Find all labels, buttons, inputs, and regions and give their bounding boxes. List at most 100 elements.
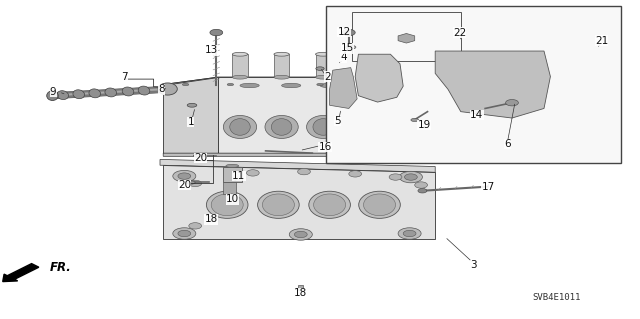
- Ellipse shape: [360, 83, 380, 88]
- Ellipse shape: [320, 83, 339, 88]
- Ellipse shape: [186, 181, 196, 184]
- Text: 16: 16: [319, 142, 332, 152]
- Ellipse shape: [105, 88, 116, 97]
- Ellipse shape: [211, 194, 243, 216]
- Text: 7: 7: [122, 71, 128, 82]
- Bar: [209, 216, 214, 221]
- Ellipse shape: [230, 119, 250, 135]
- Ellipse shape: [316, 52, 331, 56]
- Ellipse shape: [223, 115, 257, 138]
- Polygon shape: [435, 51, 550, 118]
- Ellipse shape: [47, 91, 58, 100]
- Text: 11: 11: [232, 171, 245, 181]
- Ellipse shape: [271, 119, 292, 135]
- Ellipse shape: [408, 139, 424, 144]
- Circle shape: [246, 170, 259, 176]
- Circle shape: [342, 29, 355, 36]
- Ellipse shape: [313, 119, 333, 135]
- Ellipse shape: [308, 191, 351, 219]
- Text: 4: 4: [340, 52, 347, 63]
- Polygon shape: [163, 165, 435, 239]
- Ellipse shape: [354, 52, 369, 56]
- Ellipse shape: [89, 89, 100, 98]
- Circle shape: [403, 230, 416, 237]
- Ellipse shape: [262, 194, 294, 216]
- Circle shape: [173, 170, 196, 182]
- Polygon shape: [355, 54, 403, 102]
- Polygon shape: [163, 153, 435, 163]
- Polygon shape: [274, 54, 289, 77]
- Circle shape: [210, 29, 223, 36]
- Circle shape: [178, 230, 191, 237]
- Circle shape: [404, 174, 417, 180]
- Polygon shape: [160, 160, 435, 172]
- Circle shape: [298, 168, 310, 175]
- Ellipse shape: [346, 45, 356, 49]
- Ellipse shape: [282, 83, 301, 88]
- Text: 20: 20: [178, 180, 191, 190]
- Text: 5: 5: [335, 116, 341, 126]
- Ellipse shape: [187, 103, 197, 107]
- Ellipse shape: [265, 115, 298, 138]
- Polygon shape: [163, 77, 435, 92]
- Ellipse shape: [345, 115, 378, 138]
- Text: 15: 15: [341, 43, 354, 54]
- Ellipse shape: [240, 83, 259, 88]
- Text: 21: 21: [595, 35, 608, 46]
- Ellipse shape: [316, 75, 331, 79]
- Circle shape: [173, 228, 196, 239]
- Ellipse shape: [73, 90, 84, 99]
- Text: 14: 14: [470, 110, 483, 120]
- Polygon shape: [223, 182, 236, 194]
- Ellipse shape: [351, 119, 372, 135]
- Text: SVB4E1011: SVB4E1011: [532, 293, 581, 302]
- Ellipse shape: [232, 75, 248, 79]
- Ellipse shape: [408, 149, 424, 154]
- Text: 22: 22: [453, 27, 466, 38]
- Ellipse shape: [411, 118, 419, 122]
- Text: 12: 12: [338, 27, 351, 37]
- Polygon shape: [163, 77, 435, 93]
- Text: 1: 1: [188, 117, 194, 127]
- Ellipse shape: [316, 67, 324, 70]
- Circle shape: [415, 182, 428, 188]
- Circle shape: [294, 231, 307, 238]
- Bar: [326, 6, 621, 163]
- Ellipse shape: [257, 191, 300, 219]
- Polygon shape: [390, 77, 435, 160]
- Text: FR.: FR.: [49, 261, 71, 273]
- Ellipse shape: [57, 91, 68, 100]
- Text: 20: 20: [194, 153, 207, 163]
- Text: 9: 9: [50, 87, 56, 97]
- Circle shape: [398, 228, 421, 239]
- Text: 6: 6: [504, 139, 511, 149]
- Ellipse shape: [206, 191, 248, 219]
- Bar: [298, 285, 303, 290]
- Polygon shape: [330, 68, 357, 108]
- Text: 18: 18: [294, 288, 307, 298]
- Text: 19: 19: [418, 120, 431, 130]
- Ellipse shape: [158, 83, 177, 95]
- Text: 8: 8: [159, 84, 165, 94]
- Circle shape: [178, 173, 191, 179]
- Ellipse shape: [226, 164, 239, 167]
- Ellipse shape: [364, 194, 396, 216]
- Circle shape: [289, 229, 312, 240]
- Text: 10: 10: [226, 194, 239, 204]
- Text: 3: 3: [470, 260, 477, 271]
- Ellipse shape: [426, 84, 432, 86]
- Circle shape: [399, 171, 422, 183]
- Polygon shape: [232, 54, 248, 77]
- Ellipse shape: [159, 85, 171, 94]
- Ellipse shape: [358, 191, 401, 219]
- Ellipse shape: [232, 52, 248, 56]
- Ellipse shape: [314, 194, 346, 216]
- Circle shape: [189, 223, 202, 229]
- Text: 13: 13: [205, 45, 218, 56]
- Bar: [352, 12, 461, 61]
- FancyArrow shape: [3, 263, 39, 282]
- Text: 2: 2: [324, 71, 331, 82]
- Polygon shape: [316, 54, 331, 77]
- Ellipse shape: [182, 84, 189, 86]
- Polygon shape: [354, 54, 369, 77]
